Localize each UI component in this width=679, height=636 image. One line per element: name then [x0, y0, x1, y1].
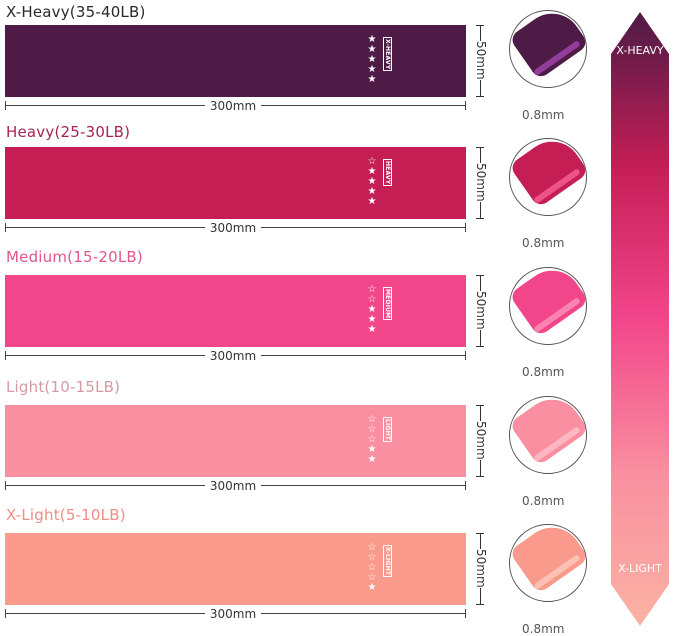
star-filled-icon: ★ [367, 54, 377, 65]
star-outline-icon: ★ [367, 324, 377, 335]
star-outline-icon: ★ [367, 582, 377, 593]
thickness-detail-image [509, 267, 587, 345]
band-level-tag: LIGHT [383, 417, 392, 443]
thickness-value: 0.8mm [522, 365, 565, 379]
star-outline-icon: ★ [367, 196, 377, 207]
width-dimension: 50mm [474, 147, 488, 219]
star-rating: ☆ ☆ ★ ★ ★ [367, 285, 377, 335]
star-filled-icon: ★ [367, 44, 377, 55]
thickness-detail-image [509, 524, 587, 602]
resistance-scale-arrow [611, 12, 669, 626]
thickness-detail-image [509, 396, 587, 474]
star-outline-icon: ☆ [367, 434, 377, 445]
star-filled-icon: ★ [367, 34, 377, 45]
star-rating: ☆ ☆ ☆ ★ ★ [367, 415, 377, 465]
band-weight-label: X-Heavy(35-40LB) [6, 3, 146, 21]
band-level-tag: X-LIGHT [383, 545, 392, 578]
band-weight-label: Light(10-15LB) [6, 378, 121, 396]
width-dimension: 50mm [474, 25, 488, 97]
star-filled-icon: ☆ [367, 542, 377, 553]
star-outline-icon: ★ [367, 444, 377, 455]
band-level-tag: HEAVY [383, 159, 392, 187]
star-filled-icon: ☆ [367, 424, 377, 435]
star-rating: ★ ★ ★ ★ ★ [367, 35, 377, 85]
thickness-value: 0.8mm [522, 236, 565, 250]
star-outline-icon: ★ [367, 454, 377, 465]
band-weight-label: X-Light(5-10LB) [6, 506, 126, 524]
band-weight-label: Medium(15-20LB) [6, 248, 143, 266]
length-value: 300mm [204, 221, 262, 235]
star-filled-icon: ★ [367, 64, 377, 75]
band-swatch: ★ ★ ★ ★ ★ X-HEAVY [5, 25, 466, 97]
band-weight-label: Heavy(25-30LB) [6, 123, 131, 141]
scale-top-label: X-HEAVY [616, 44, 664, 57]
thickness-detail-image [509, 10, 587, 88]
thickness-value: 0.8mm [522, 622, 565, 636]
thickness-value: 0.8mm [522, 108, 565, 122]
star-outline-icon: ☆ [367, 572, 377, 583]
star-filled-icon: ☆ [367, 294, 377, 305]
width-value: 50mm [474, 549, 488, 588]
band-level-tag: MEDIUM [383, 287, 392, 321]
band-swatch: ☆ ☆ ★ ★ ★ MEDIUM [5, 275, 466, 347]
length-value: 300mm [204, 349, 262, 363]
star-filled-icon: ★ [367, 176, 377, 187]
width-dimension: 50mm [474, 405, 488, 477]
width-value: 50mm [474, 163, 488, 202]
star-filled-icon: ☆ [367, 284, 377, 295]
width-value: 50mm [474, 291, 488, 330]
band-swatch: ☆ ☆ ☆ ☆ ★ X-LIGHT [5, 533, 466, 605]
thickness-value: 0.8mm [522, 494, 565, 508]
width-value: 50mm [474, 41, 488, 80]
width-dimension: 50mm [474, 533, 488, 605]
length-value: 300mm [204, 479, 262, 493]
star-filled-icon: ★ [367, 74, 377, 85]
star-filled-icon: ★ [367, 186, 377, 197]
star-filled-icon: ★ [367, 304, 377, 315]
length-value: 300mm [204, 99, 262, 113]
star-filled-icon: ☆ [367, 414, 377, 425]
star-outline-icon: ☆ [367, 562, 377, 573]
width-value: 50mm [474, 421, 488, 460]
length-value: 300mm [204, 607, 262, 621]
star-filled-icon: ☆ [367, 156, 377, 167]
star-filled-icon: ★ [367, 166, 377, 177]
scale-bottom-label: X-LIGHT [618, 562, 662, 575]
band-level-tag: X-HEAVY [383, 37, 392, 72]
star-outline-icon: ☆ [367, 552, 377, 563]
band-swatch: ☆ ☆ ☆ ★ ★ LIGHT [5, 405, 466, 477]
band-swatch: ☆ ★ ★ ★ ★ HEAVY [5, 147, 466, 219]
star-rating: ☆ ★ ★ ★ ★ [367, 157, 377, 207]
star-rating: ☆ ☆ ☆ ☆ ★ [367, 543, 377, 593]
star-outline-icon: ★ [367, 314, 377, 325]
width-dimension: 50mm [474, 275, 488, 347]
thickness-detail-image [509, 138, 587, 216]
